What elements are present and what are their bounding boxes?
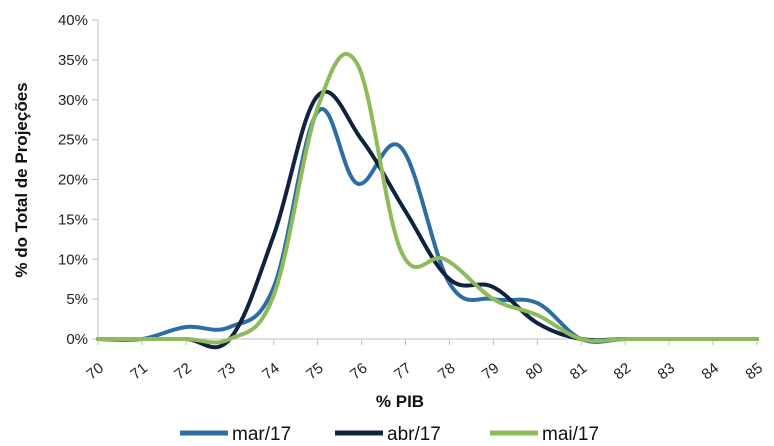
series-lines — [96, 51, 759, 350]
x-tick-label: 83 — [655, 360, 679, 384]
y-tick-label: 5% — [66, 291, 88, 308]
axes: 0% 5% 10% 15% 20% 25% 30% 35% 40% 70 71 72 73 74 75 76 7… — [58, 12, 766, 383]
x-tick-label: 73 — [215, 360, 239, 384]
y-tick-label: 25% — [58, 132, 88, 149]
x-tick-label: 80 — [523, 360, 547, 384]
x-tick-label: 82 — [611, 360, 635, 384]
y-tick-label: 40% — [58, 12, 88, 29]
x-tick-label: 72 — [171, 360, 195, 384]
x-tick-label: 71 — [127, 360, 151, 384]
legend-label-1: mar/17 — [232, 424, 291, 445]
y-tick-label: 20% — [58, 172, 88, 189]
x-tick-label: 77 — [391, 360, 415, 384]
x-tick-label: 79 — [479, 360, 503, 384]
legend: mar/17 abr/17 mai/17 — [180, 424, 599, 445]
x-tick-label: 81 — [567, 360, 591, 384]
x-tick-label: 76 — [347, 360, 371, 384]
x-tick-label: 75 — [303, 360, 327, 384]
x-tick-label: 70 — [83, 360, 107, 384]
y-tick-label: 10% — [58, 251, 88, 268]
y-tick-label: 15% — [58, 211, 88, 228]
series-line-3 — [96, 51, 759, 345]
legend-label-2: abr/17 — [387, 424, 441, 445]
y-tick-label: 35% — [58, 52, 88, 69]
legend-label-3: mai/17 — [542, 424, 599, 445]
y-tick-label: 30% — [58, 92, 88, 109]
y-axis-title: % do Total de Projeções — [12, 82, 31, 277]
x-tick-label: 84 — [698, 360, 722, 384]
x-axis-title: % PIB — [376, 392, 424, 411]
y-tick-label: 0% — [66, 331, 88, 348]
x-tick-label: 85 — [742, 360, 766, 384]
series-line-1 — [96, 107, 759, 344]
x-tick-label: 74 — [259, 360, 283, 384]
x-tick-label: 78 — [435, 360, 459, 384]
